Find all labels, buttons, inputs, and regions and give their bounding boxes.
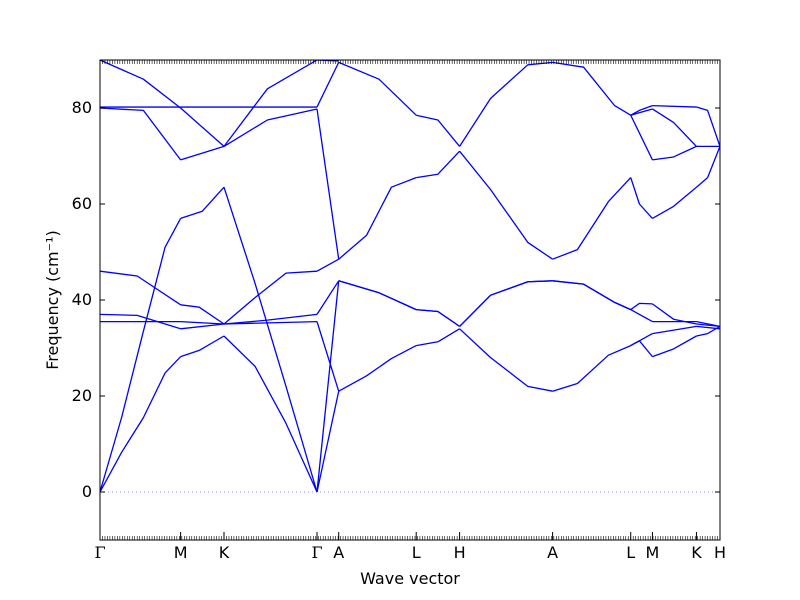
phonon-band-8-segment-3: [223, 60, 318, 147]
phonon-band-6-segment-5: [630, 114, 654, 161]
phonon-band-1-segment-6: [416, 328, 460, 347]
phonon-band-3-segment-4: [316, 258, 340, 272]
phonon-band-6-segment-2: [180, 145, 225, 161]
phonon-band-7-segment-4: [316, 62, 340, 108]
y-tick-label: 60: [72, 194, 92, 213]
phonon-band-4-segment-11: [696, 320, 720, 328]
phonon-band-5-segment-6: [652, 325, 697, 335]
phonon-band-5-segment-7: [696, 325, 720, 330]
y-tick-label: 0: [82, 482, 92, 501]
phonon-band-3-segment-5: [338, 176, 417, 260]
phonon-band-4-segment-7: [459, 280, 553, 327]
phonon-band-2-segment-5: [338, 280, 417, 311]
phonon-band-4-segment-2: [180, 323, 225, 330]
phonon-band-4-segment-1: [100, 313, 181, 330]
y-tick-label: 20: [72, 386, 92, 405]
phonon-band-1-segment-5: [338, 345, 417, 392]
phonon-band-1-segment-4: [316, 391, 340, 493]
phonon-band-3-segment-9: [630, 177, 653, 219]
x-tick-label: K: [219, 543, 230, 562]
phonon-band-3-segment-8: [552, 177, 632, 260]
phonon-band-8-segment-2: [180, 107, 225, 147]
phonon-band-3-segment-2: [180, 304, 225, 325]
x-tick-label: M: [174, 543, 188, 562]
phonon-band-7-segment-6: [416, 114, 461, 147]
phonon-band-6-segment-6: [652, 145, 697, 161]
phonon-band-2-segment-2: [180, 186, 225, 220]
phonon-band-2-segment-10: [652, 303, 697, 325]
phonon-band-1-segment-10: [652, 335, 697, 358]
phonon-band-7-segment-9: [630, 104, 653, 116]
phonon-band-7-segment-7: [459, 61, 553, 147]
phonon-band-4-segment-5: [338, 280, 417, 311]
x-tick-label: K: [691, 543, 702, 562]
phonon-band-4-segment-3: [223, 313, 318, 325]
x-tick-label: Γ: [94, 543, 105, 562]
phonon-band-3-segment-7: [459, 150, 553, 260]
x-tick-label: M: [646, 543, 660, 562]
phonon-band-3-segment-10: [652, 186, 697, 219]
phonon-band-7-segment-11: [696, 106, 720, 147]
x-tick-label: H: [454, 543, 466, 562]
phonon-band-6-segment-4: [316, 108, 340, 260]
phonon-band-7-segment-5: [338, 61, 417, 116]
phonon-band-4-segment-9: [630, 309, 653, 323]
y-axis: 0 20 40 60 80: [72, 98, 720, 501]
phonon-band-8-segment-5: [630, 108, 653, 116]
phonon-band-2-segment-3: [223, 187, 318, 493]
phonon-band-3-segment-3: [223, 270, 318, 325]
phonon-band-2-segment-8: [552, 280, 631, 311]
phonon-band-6-segment-1: [100, 107, 182, 161]
phonon-band-1-segment-1: [100, 356, 182, 493]
x-tick-label: A: [547, 543, 558, 562]
phonon-band-4-segment-4: [316, 280, 340, 315]
y-axis-label: Frequency (cm⁻¹): [43, 230, 62, 369]
phonon-band-1-segment-2: [180, 335, 225, 358]
x-tick-label: A: [333, 543, 344, 562]
x-axis-label: Wave vector: [360, 569, 460, 588]
plot-area: [100, 60, 720, 493]
axes-frame: [99, 59, 721, 541]
y-tick-label: 40: [72, 290, 92, 309]
phonon-band-4-segment-6: [416, 308, 460, 327]
phonon-band-2-segment-4: [316, 280, 340, 493]
phonon-band-1-segment-3: [223, 335, 318, 493]
x-tick-label: H: [714, 543, 726, 562]
x-tick-label: L: [626, 543, 635, 562]
phonon-band-1-segment-8: [552, 345, 631, 392]
phonon-band-5-segment-2: [180, 320, 225, 325]
phonon-band-7-segment-8: [552, 61, 632, 116]
phonon-band-2-segment-1: [100, 218, 182, 493]
phonon-band-5-segment-5: [630, 333, 653, 347]
phonon-band-5-segment-3: [223, 320, 318, 325]
x-tick-label: Γ: [311, 543, 322, 562]
phonon-band-7-segment-10: [652, 104, 697, 108]
phonon-band-8-segment-6: [652, 108, 697, 147]
phonon-band-1-segment-7: [459, 328, 553, 392]
phonon-band-6-segment-3: [223, 108, 318, 147]
phonon-band-8-segment-1: [100, 60, 181, 109]
phonon-band-3-segment-6: [416, 150, 461, 179]
phonon-band-3-segment-11: [696, 146, 720, 188]
phonon-band-2-segment-7: [459, 280, 553, 327]
phonon-band-5-segment-4: [316, 321, 340, 392]
phonon-band-3-segment-1: [100, 270, 181, 306]
x-tick-label: L: [412, 543, 421, 562]
phonon-band-2-segment-9: [630, 302, 653, 311]
y-tick-label: 80: [72, 98, 92, 117]
phonon-band-4-segment-8: [552, 280, 631, 311]
